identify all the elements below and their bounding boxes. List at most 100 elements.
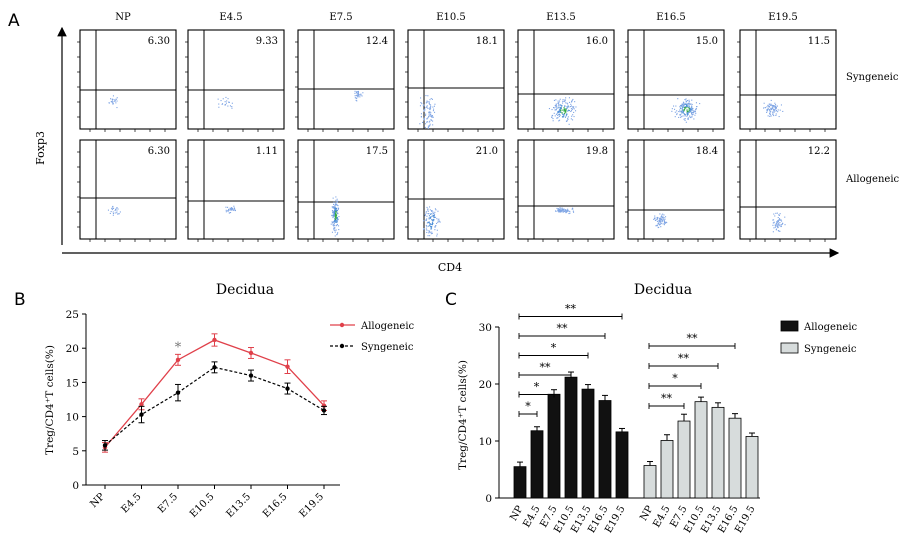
event-dot [773, 111, 775, 113]
event-dot [566, 113, 568, 115]
event-dot [436, 235, 438, 237]
event-dot [427, 126, 429, 128]
event-dot [424, 107, 426, 109]
event-dot [225, 102, 227, 104]
event-dot [680, 114, 682, 116]
event-dot [334, 226, 336, 228]
event-dot [436, 218, 438, 220]
event-dot [430, 217, 432, 219]
event-dot [685, 121, 687, 123]
event-dot [564, 112, 566, 114]
event-dot [432, 211, 434, 213]
event-dot [680, 108, 682, 110]
event-dot [776, 221, 778, 223]
flow-plot-syngeneic-e4-5: 9.33 [185, 29, 285, 132]
event-dot [116, 210, 118, 212]
event-dot [334, 204, 336, 206]
event-dot [232, 208, 234, 210]
event-dot [563, 210, 565, 212]
event-dot [228, 212, 230, 214]
significance-bracket: * [648, 372, 702, 389]
event-dot [110, 101, 112, 103]
event-dot [694, 111, 696, 113]
event-dot [565, 212, 567, 214]
event-dot [356, 100, 358, 102]
event-dot [551, 109, 553, 111]
event-dot [560, 107, 562, 109]
event-dot [427, 117, 429, 119]
event-dot [769, 112, 771, 114]
event-dot [115, 102, 117, 104]
event-dot [570, 103, 572, 105]
event-dot [566, 102, 568, 104]
event-dot [571, 110, 573, 112]
event-dot [659, 221, 661, 223]
event-dot [112, 208, 114, 210]
event-dot [114, 212, 116, 214]
event-dot [559, 210, 561, 212]
event-dot [557, 114, 559, 116]
event-dot [425, 228, 427, 230]
event-dot [423, 118, 425, 120]
event-dot [695, 112, 697, 114]
x-tick-label-np: NP [88, 491, 107, 510]
event-dot [778, 224, 780, 226]
event-dot [431, 226, 433, 228]
event-dot [777, 221, 779, 223]
event-dot [335, 214, 337, 216]
event-dot [676, 112, 678, 114]
bar-syngeneic-e7-5 [677, 420, 691, 499]
event-dot [570, 105, 572, 107]
event-dot [336, 209, 338, 211]
event-dot [333, 222, 335, 224]
event-dot [681, 107, 683, 109]
event-dot [560, 110, 562, 112]
event-dot [112, 205, 114, 207]
event-dot [429, 99, 431, 101]
event-dot [779, 218, 781, 220]
event-dot [354, 92, 356, 94]
event-dot [335, 209, 337, 211]
event-dot [690, 117, 692, 119]
event-dot [769, 104, 771, 106]
event-dot [674, 111, 676, 113]
event-dot [766, 106, 768, 108]
event-dot [679, 107, 681, 109]
event-dot [680, 104, 682, 106]
y-tick-label: 15 [66, 377, 79, 389]
event-dot [770, 99, 772, 101]
event-dot [119, 211, 121, 213]
event-dot [778, 223, 780, 225]
panel-label-c: C [445, 290, 457, 310]
event-dot [229, 105, 231, 107]
event-dot [555, 103, 557, 105]
event-dot [432, 219, 434, 221]
event-dot [225, 211, 227, 213]
bar-syngeneic-e4-5 [660, 440, 674, 499]
event-dot [560, 208, 562, 210]
event-dot [428, 215, 430, 217]
event-dot [564, 109, 566, 111]
event-dot [430, 228, 432, 230]
event-dot [555, 106, 557, 108]
event-dot [686, 111, 688, 113]
event-dot [559, 207, 561, 209]
event-dot [430, 213, 432, 215]
event-dot [426, 106, 428, 108]
event-dot [427, 235, 429, 237]
event-dot [685, 107, 687, 109]
event-dot [439, 221, 441, 223]
event-dot [572, 210, 574, 212]
event-dot [686, 105, 688, 107]
treg-percentage: 12.2 [808, 146, 830, 157]
event-dot [680, 113, 682, 115]
event-dot [565, 115, 567, 117]
event-dot [663, 214, 665, 216]
event-dot [114, 100, 116, 102]
event-dot [429, 123, 431, 125]
event-dot [769, 114, 771, 116]
event-dot [337, 212, 339, 214]
event-dot [560, 106, 562, 108]
event-dot [336, 220, 338, 222]
